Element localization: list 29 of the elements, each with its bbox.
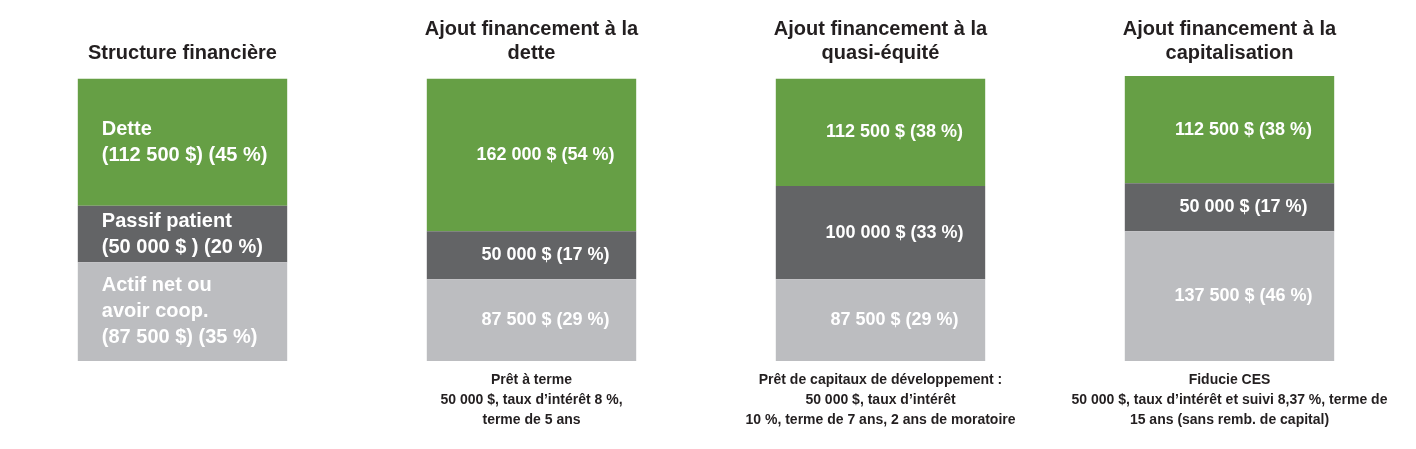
data-label: 100 000 $ (33 %) xyxy=(825,221,964,242)
data-label: 162 000 $ (54 %) xyxy=(476,143,615,164)
x-tick-label: Ajout financement à la quasi-équité xyxy=(773,16,989,63)
data-label: Dette (112 500 $) (45 %) xyxy=(101,116,268,165)
data-label: 87 500 $ (29 %) xyxy=(830,309,959,330)
data-label: 50 000 $ (17 %) xyxy=(1179,196,1308,217)
bar xyxy=(426,231,637,280)
bar xyxy=(426,279,637,361)
x-tick-label: Structure financière xyxy=(88,40,277,63)
bar xyxy=(775,78,986,187)
bar xyxy=(1124,231,1335,361)
bar xyxy=(1124,76,1335,184)
data-label: 50 000 $ (17 %) xyxy=(481,244,610,265)
x-tick-label: Ajout financement à la capitalisation xyxy=(1122,16,1338,63)
bar xyxy=(775,186,986,280)
text: Prêt à terme 50 000 $, taux d’intérêt 8 %, terme de 5 ans xyxy=(440,370,623,427)
bar xyxy=(775,279,986,361)
bar xyxy=(1124,183,1335,232)
data-label: 112 500 $ (38 %) xyxy=(1174,118,1313,139)
data-label: 112 500 $ (38 %) xyxy=(825,121,964,142)
bar xyxy=(77,78,288,206)
x-tick-label: Ajout financement à la dette xyxy=(424,16,640,63)
data-label: 87 500 $ (29 %) xyxy=(481,309,610,330)
text: Prêt de capitaux de développement : 50 000 $, taux d’intérêt 10 %, terme de 7 ans, 2 ans de moratoire xyxy=(745,370,1016,427)
text: Fiducie CES 50 000 $, taux d’intérêt et suivi 8,37 %, terme de 15 ans (sans remb. de capital) xyxy=(1071,370,1388,427)
data-label: Actif net ou avoir coop. (87 500 $) (35 %) xyxy=(101,273,258,348)
bar xyxy=(426,78,637,232)
data-label: 137 500 $ (46 %) xyxy=(1174,285,1313,306)
data-label: Passif patient (50 000 $ ) (20 %) xyxy=(101,208,263,257)
